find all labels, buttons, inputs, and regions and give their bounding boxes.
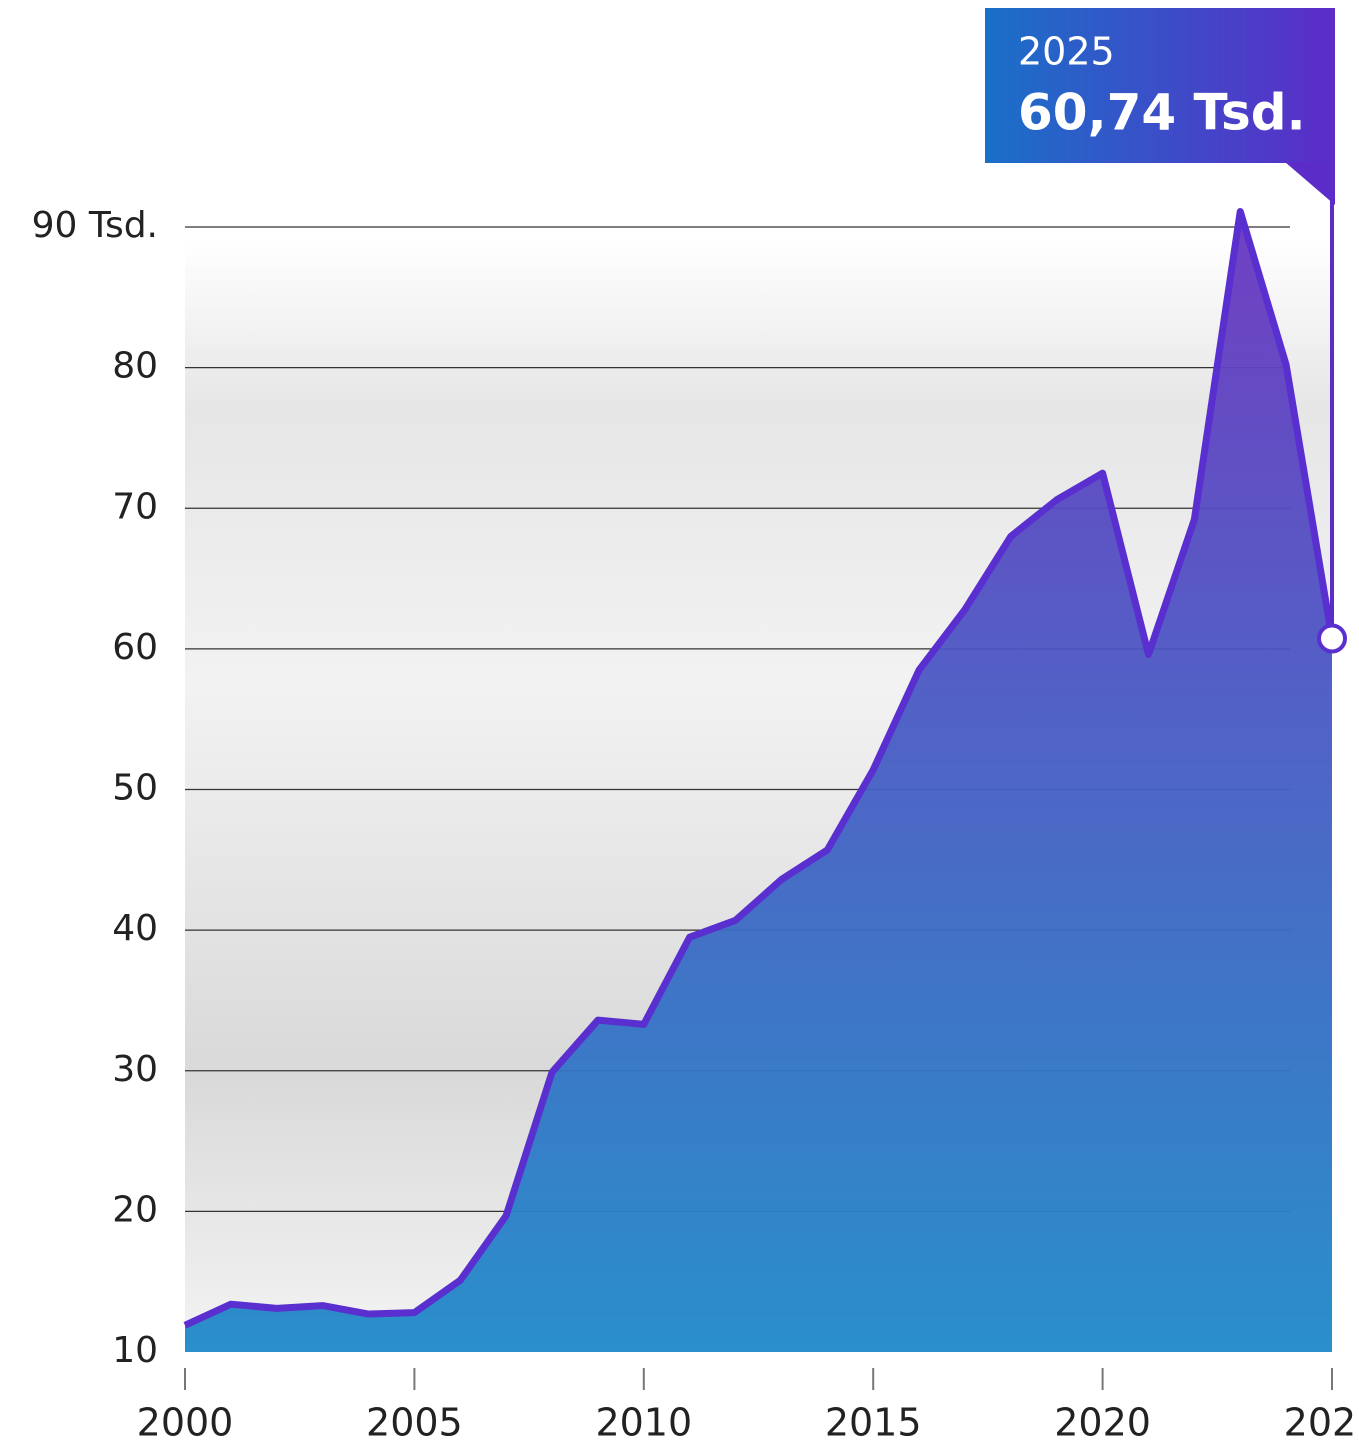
callout-year: 2025 bbox=[1018, 30, 1115, 74]
y-tick-label: 70 bbox=[112, 486, 158, 527]
x-tick-label: 2010 bbox=[595, 1401, 692, 1445]
y-tick-label: 20 bbox=[112, 1189, 158, 1230]
y-tick-label: 60 bbox=[112, 627, 158, 668]
callout-value: 60,74 Tsd. bbox=[1018, 84, 1306, 142]
x-tick-label: 2020 bbox=[1054, 1401, 1151, 1445]
chart: 2025 60,74 Tsd. 10 20 30 40 50 60 70 80 90 Tsd. 2… bbox=[0, 0, 1359, 1450]
y-tick-label: 10 bbox=[112, 1330, 158, 1371]
y-tick-label: 80 bbox=[112, 346, 158, 387]
y-tick-label: 90 Tsd. bbox=[32, 205, 158, 246]
highlight-point bbox=[1319, 625, 1345, 651]
x-tick-label: 2005 bbox=[366, 1401, 463, 1445]
x-tick-label: 2000 bbox=[137, 1401, 234, 1445]
y-tick-label: 40 bbox=[112, 908, 158, 949]
x-tick-label: 2025 bbox=[1284, 1401, 1359, 1445]
callout-tail bbox=[1285, 162, 1335, 205]
x-tick-label: 2015 bbox=[825, 1401, 922, 1445]
y-tick-label: 50 bbox=[112, 768, 158, 809]
y-tick-label: 30 bbox=[112, 1049, 158, 1090]
callout: 2025 60,74 Tsd. bbox=[985, 8, 1335, 205]
